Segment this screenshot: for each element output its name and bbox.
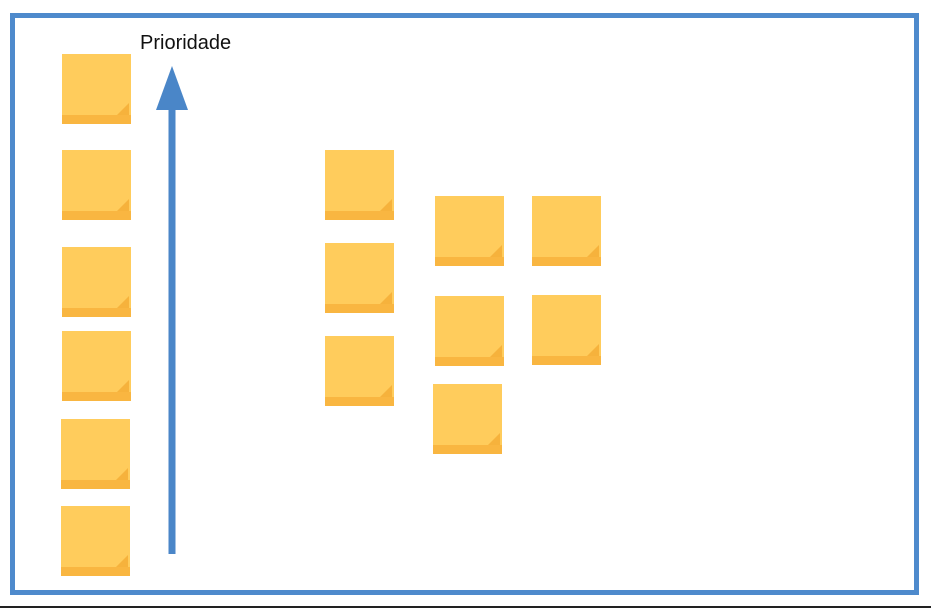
sticky-note — [435, 296, 504, 366]
priority-arrow-icon — [156, 66, 188, 554]
axis-label: Prioridade — [140, 32, 232, 54]
sticky-note — [325, 336, 394, 406]
sticky-note — [532, 295, 601, 365]
sticky-note — [61, 419, 130, 489]
sticky-note — [325, 243, 394, 313]
sticky-note — [62, 331, 131, 401]
arrow-shaft — [168, 108, 176, 554]
sticky-note — [435, 196, 504, 266]
sticky-note — [62, 54, 131, 124]
sticky-note — [61, 506, 130, 576]
sticky-note — [433, 384, 502, 454]
sticky-note — [62, 247, 131, 317]
bottom-divider — [0, 606, 931, 608]
sticky-note — [325, 150, 394, 220]
arrow-head — [156, 66, 188, 110]
sticky-note — [532, 196, 601, 266]
sticky-note — [62, 150, 131, 220]
